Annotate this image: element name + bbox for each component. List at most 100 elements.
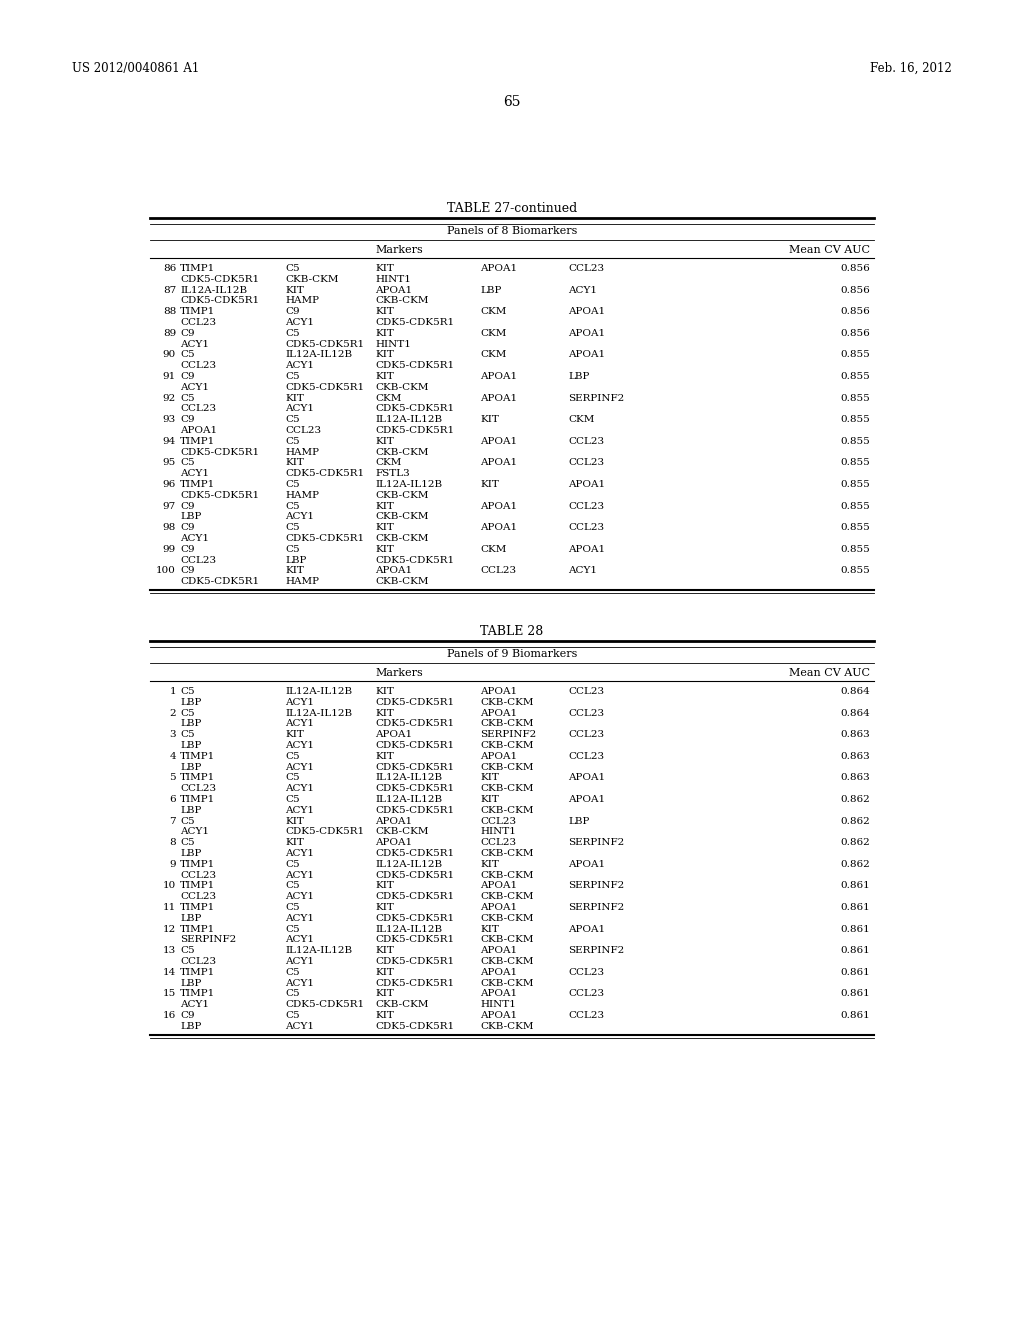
Text: LBP: LBP — [568, 372, 590, 381]
Text: US 2012/0040861 A1: US 2012/0040861 A1 — [72, 62, 200, 75]
Text: CDK5-CDK5R1: CDK5-CDK5R1 — [285, 469, 365, 478]
Text: ACY1: ACY1 — [180, 339, 209, 348]
Text: 97: 97 — [163, 502, 176, 511]
Text: APOA1: APOA1 — [375, 566, 412, 576]
Text: SERPINF2: SERPINF2 — [480, 730, 537, 739]
Text: IL12A-IL12B: IL12A-IL12B — [375, 859, 442, 869]
Text: 0.861: 0.861 — [841, 1011, 870, 1020]
Text: HINT1: HINT1 — [375, 339, 411, 348]
Text: ACY1: ACY1 — [568, 285, 597, 294]
Text: CKB-CKM: CKB-CKM — [480, 741, 534, 750]
Text: C5: C5 — [285, 416, 300, 424]
Text: 0.855: 0.855 — [841, 523, 870, 532]
Text: C5: C5 — [285, 437, 300, 446]
Text: TIMP1: TIMP1 — [180, 990, 215, 998]
Text: KIT: KIT — [285, 817, 304, 825]
Text: CDK5-CDK5R1: CDK5-CDK5R1 — [375, 913, 454, 923]
Text: KIT: KIT — [375, 882, 394, 891]
Text: KIT: KIT — [375, 350, 394, 359]
Text: APOA1: APOA1 — [480, 752, 517, 760]
Text: CKB-CKM: CKB-CKM — [480, 805, 534, 814]
Text: C5: C5 — [285, 903, 300, 912]
Text: KIT: KIT — [480, 416, 499, 424]
Text: C5: C5 — [285, 523, 300, 532]
Text: TIMP1: TIMP1 — [180, 968, 215, 977]
Text: KIT: KIT — [375, 903, 394, 912]
Text: 0.855: 0.855 — [841, 502, 870, 511]
Text: SERPINF2: SERPINF2 — [568, 882, 625, 891]
Text: CDK5-CDK5R1: CDK5-CDK5R1 — [375, 978, 454, 987]
Text: C5: C5 — [180, 730, 195, 739]
Text: KIT: KIT — [480, 795, 499, 804]
Text: SERPINF2: SERPINF2 — [180, 936, 237, 944]
Text: KIT: KIT — [480, 924, 499, 933]
Text: TIMP1: TIMP1 — [180, 882, 215, 891]
Text: C5: C5 — [180, 350, 195, 359]
Text: 15: 15 — [163, 990, 176, 998]
Text: ACY1: ACY1 — [285, 892, 314, 902]
Text: APOA1: APOA1 — [480, 437, 517, 446]
Text: KIT: KIT — [285, 566, 304, 576]
Text: HINT1: HINT1 — [375, 275, 411, 284]
Text: 0.855: 0.855 — [841, 458, 870, 467]
Text: CCL23: CCL23 — [480, 566, 516, 576]
Text: TIMP1: TIMP1 — [180, 774, 215, 783]
Text: LBP: LBP — [180, 698, 202, 706]
Text: CKB-CKM: CKB-CKM — [480, 936, 534, 944]
Text: CKB-CKM: CKB-CKM — [480, 698, 534, 706]
Text: IL12A-IL12B: IL12A-IL12B — [285, 686, 352, 696]
Text: 93: 93 — [163, 416, 176, 424]
Text: APOA1: APOA1 — [375, 838, 412, 847]
Text: 0.862: 0.862 — [841, 838, 870, 847]
Text: 0.862: 0.862 — [841, 859, 870, 869]
Text: APOA1: APOA1 — [568, 350, 605, 359]
Text: 0.863: 0.863 — [841, 752, 870, 760]
Text: 0.855: 0.855 — [841, 545, 870, 554]
Text: CDK5-CDK5R1: CDK5-CDK5R1 — [375, 318, 454, 327]
Text: ACY1: ACY1 — [285, 913, 314, 923]
Text: CKB-CKM: CKB-CKM — [375, 447, 428, 457]
Text: ACY1: ACY1 — [285, 512, 314, 521]
Text: CKB-CKM: CKB-CKM — [480, 849, 534, 858]
Text: CKM: CKM — [480, 329, 507, 338]
Text: C5: C5 — [285, 752, 300, 760]
Text: SERPINF2: SERPINF2 — [568, 903, 625, 912]
Text: ACY1: ACY1 — [285, 784, 314, 793]
Text: 13: 13 — [163, 946, 176, 956]
Text: CKB-CKM: CKB-CKM — [375, 297, 428, 305]
Text: IL12A-IL12B: IL12A-IL12B — [375, 416, 442, 424]
Text: CCL23: CCL23 — [568, 502, 604, 511]
Text: Panels of 8 Biomarkers: Panels of 8 Biomarkers — [446, 226, 578, 236]
Text: ACY1: ACY1 — [285, 719, 314, 729]
Text: C5: C5 — [180, 458, 195, 467]
Text: 0.855: 0.855 — [841, 393, 870, 403]
Text: 88: 88 — [163, 308, 176, 317]
Text: C5: C5 — [180, 709, 195, 718]
Text: 0.855: 0.855 — [841, 437, 870, 446]
Text: IL12A-IL12B: IL12A-IL12B — [375, 774, 442, 783]
Text: CDK5-CDK5R1: CDK5-CDK5R1 — [375, 957, 454, 966]
Text: CCL23: CCL23 — [180, 892, 216, 902]
Text: CDK5-CDK5R1: CDK5-CDK5R1 — [285, 1001, 365, 1010]
Text: ACY1: ACY1 — [180, 1001, 209, 1010]
Text: CDK5-CDK5R1: CDK5-CDK5R1 — [375, 362, 454, 370]
Text: APOA1: APOA1 — [480, 990, 517, 998]
Text: ACY1: ACY1 — [285, 741, 314, 750]
Text: KIT: KIT — [285, 730, 304, 739]
Text: ACY1: ACY1 — [285, 698, 314, 706]
Text: CKM: CKM — [480, 308, 507, 317]
Text: TIMP1: TIMP1 — [180, 752, 215, 760]
Text: CKB-CKM: CKB-CKM — [375, 512, 428, 521]
Text: CDK5-CDK5R1: CDK5-CDK5R1 — [375, 805, 454, 814]
Text: 94: 94 — [163, 437, 176, 446]
Text: C5: C5 — [285, 924, 300, 933]
Text: HINT1: HINT1 — [480, 1001, 516, 1010]
Text: 14: 14 — [163, 968, 176, 977]
Text: 0.861: 0.861 — [841, 903, 870, 912]
Text: APOA1: APOA1 — [568, 329, 605, 338]
Text: HINT1: HINT1 — [480, 828, 516, 837]
Text: C5: C5 — [285, 774, 300, 783]
Text: Feb. 16, 2012: Feb. 16, 2012 — [870, 62, 952, 75]
Text: CCL23: CCL23 — [568, 264, 604, 273]
Text: SERPINF2: SERPINF2 — [568, 838, 625, 847]
